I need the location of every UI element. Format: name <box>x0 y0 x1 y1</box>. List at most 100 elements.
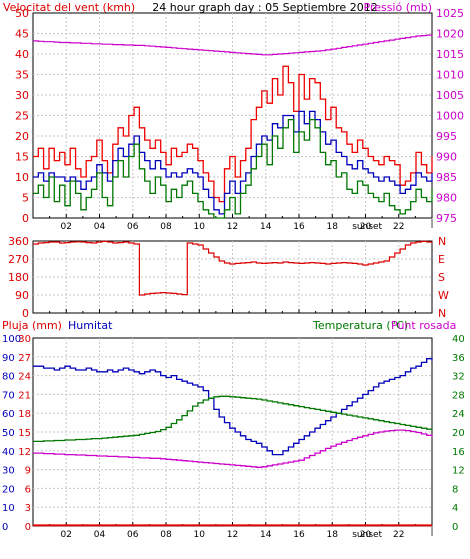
rain-tick-label: 30 <box>18 334 31 345</box>
humidity-tick-label: 0 <box>2 522 8 533</box>
humidity-tick-label: 40 <box>2 447 15 458</box>
wind-speed-tick-label: 35 <box>15 69 29 82</box>
wind-speed-series <box>33 118 433 219</box>
pressure-tick-label: 980 <box>436 192 457 205</box>
dewpoint-series <box>33 429 433 468</box>
climate-x-tick-label: 08 <box>160 530 172 540</box>
wind-speed-tick-label: 25 <box>15 110 29 123</box>
pressure-tick-label: 990 <box>436 151 457 164</box>
temperature-axis-label: Temperatura (°C) <box>312 319 408 332</box>
dewpoint-axis-label: Punt rosada <box>391 319 456 332</box>
compass-tick-label: E <box>438 253 445 266</box>
sunset-marker-label: sunset <box>352 222 382 232</box>
temperature-tick-label: 40 <box>452 334 465 345</box>
wind-gust-series <box>33 65 433 203</box>
pressure-tick-label: 1000 <box>436 110 464 123</box>
climate-x-tick-label: 16 <box>293 530 305 540</box>
sunset-marker-label: sunset <box>352 530 382 540</box>
pressure-tick-label: 975 <box>436 212 457 225</box>
wind-speed-axis-label: Velocitat del vent (kmh) <box>3 1 135 14</box>
pressure-tick-label: 1025 <box>436 7 464 20</box>
wind-speed-tick-label: 45 <box>15 28 29 41</box>
pressure-tick-label: 1005 <box>436 89 464 102</box>
temperature-tick-label: 8 <box>452 484 458 495</box>
climate-x-tick-label: 22 <box>393 530 404 540</box>
chart-title: 24 hour graph day : 05 Septiembre 2012 <box>152 1 377 14</box>
humidity-axis-label: Humitat <box>68 319 113 332</box>
compass-tick-label: N <box>438 235 446 248</box>
temperature-tick-label: 4 <box>452 503 458 514</box>
rain-tick-label: 0 <box>25 522 31 533</box>
temperature-series <box>33 395 433 443</box>
humidity-tick-label: 20 <box>2 484 15 495</box>
pressure-tick-label: 1010 <box>436 69 464 82</box>
wind-speed-tick-label: 5 <box>22 192 29 205</box>
wind-x-tick-label: 22 <box>393 222 404 232</box>
temperature-tick-label: 36 <box>452 353 465 364</box>
wind-x-tick-label: 12 <box>227 222 238 232</box>
rain-tick-label: 24 <box>18 372 31 383</box>
climate-x-tick-label: 10 <box>194 530 206 540</box>
wind-x-tick-label: 08 <box>160 222 172 232</box>
rain-tick-label: 6 <box>25 484 31 495</box>
rain-tick-label: 21 <box>18 390 31 401</box>
wind-speed-tick-label: 40 <box>15 48 29 61</box>
humidity-tick-label: 70 <box>2 390 15 401</box>
rain-tick-label: 18 <box>18 409 31 420</box>
compass-tick-label: W <box>438 289 449 302</box>
climate-x-tick-label: 06 <box>127 530 139 540</box>
humidity-tick-label: 80 <box>2 372 15 383</box>
wind-x-tick-label: 14 <box>260 222 272 232</box>
rain-axis-label: Pluja (mm) <box>2 319 62 332</box>
rain-tick-label: 15 <box>18 428 31 439</box>
end-of-day-marker: | <box>430 527 433 537</box>
wind-x-tick-label: 06 <box>127 222 139 232</box>
direction-tick-label: 90 <box>15 289 29 302</box>
rain-tick-label: 3 <box>25 503 31 514</box>
wind-x-tick-label: 10 <box>194 222 206 232</box>
humidity-tick-label: 50 <box>2 428 15 439</box>
wind-speed-tick-label: 50 <box>15 7 29 20</box>
climate-x-tick-label: 14 <box>260 530 272 540</box>
climate-x-tick-label: 12 <box>227 530 238 540</box>
direction-tick-label: 270 <box>8 253 29 266</box>
wind-speed-tick-label: 30 <box>15 89 29 102</box>
chart-marks: 0510152025303540455097598098599099510001… <box>2 7 465 540</box>
pressure-tick-label: 1020 <box>436 28 464 41</box>
temperature-tick-label: 0 <box>452 522 458 533</box>
temperature-tick-label: 20 <box>452 428 465 439</box>
humidity-series <box>33 358 433 456</box>
direction-tick-label: 180 <box>8 271 29 284</box>
direction-tick-label: 360 <box>8 235 29 248</box>
pressure-tick-label: 995 <box>436 130 457 143</box>
wind-speed-tick-label: 20 <box>15 130 29 143</box>
wind-x-tick-label: 02 <box>61 222 72 232</box>
climate-x-tick-label: 20 <box>360 530 372 540</box>
compass-tick-label: S <box>438 271 445 284</box>
humidity-tick-label: 90 <box>2 353 15 364</box>
wind-speed-tick-label: 15 <box>15 151 29 164</box>
wind-x-tick-label: 18 <box>327 222 339 232</box>
compass-tick-label: N <box>438 307 446 320</box>
temperature-tick-label: 28 <box>452 390 465 401</box>
wind-speed-tick-label: 10 <box>15 171 29 184</box>
wind-x-tick-label: 20 <box>360 222 372 232</box>
pressure-axis-label: Pressió (mb) <box>363 1 432 14</box>
pressure-series <box>33 34 433 56</box>
climate-x-tick-label: 02 <box>61 530 72 540</box>
rain-tick-label: 12 <box>18 447 31 458</box>
humidity-tick-label: 100 <box>2 334 21 345</box>
rain-tick-label: 27 <box>18 353 31 364</box>
temperature-tick-label: 24 <box>452 409 465 420</box>
humidity-tick-label: 60 <box>2 409 15 420</box>
direction-tick-label: 0 <box>22 307 29 320</box>
temperature-tick-label: 32 <box>452 372 465 383</box>
end-of-day-marker: | <box>430 219 433 229</box>
pressure-tick-label: 1015 <box>436 48 464 61</box>
climate-x-tick-label: 04 <box>94 530 106 540</box>
temperature-tick-label: 16 <box>452 447 465 458</box>
temperature-tick-label: 12 <box>452 466 465 477</box>
pressure-tick-label: 985 <box>436 171 457 184</box>
